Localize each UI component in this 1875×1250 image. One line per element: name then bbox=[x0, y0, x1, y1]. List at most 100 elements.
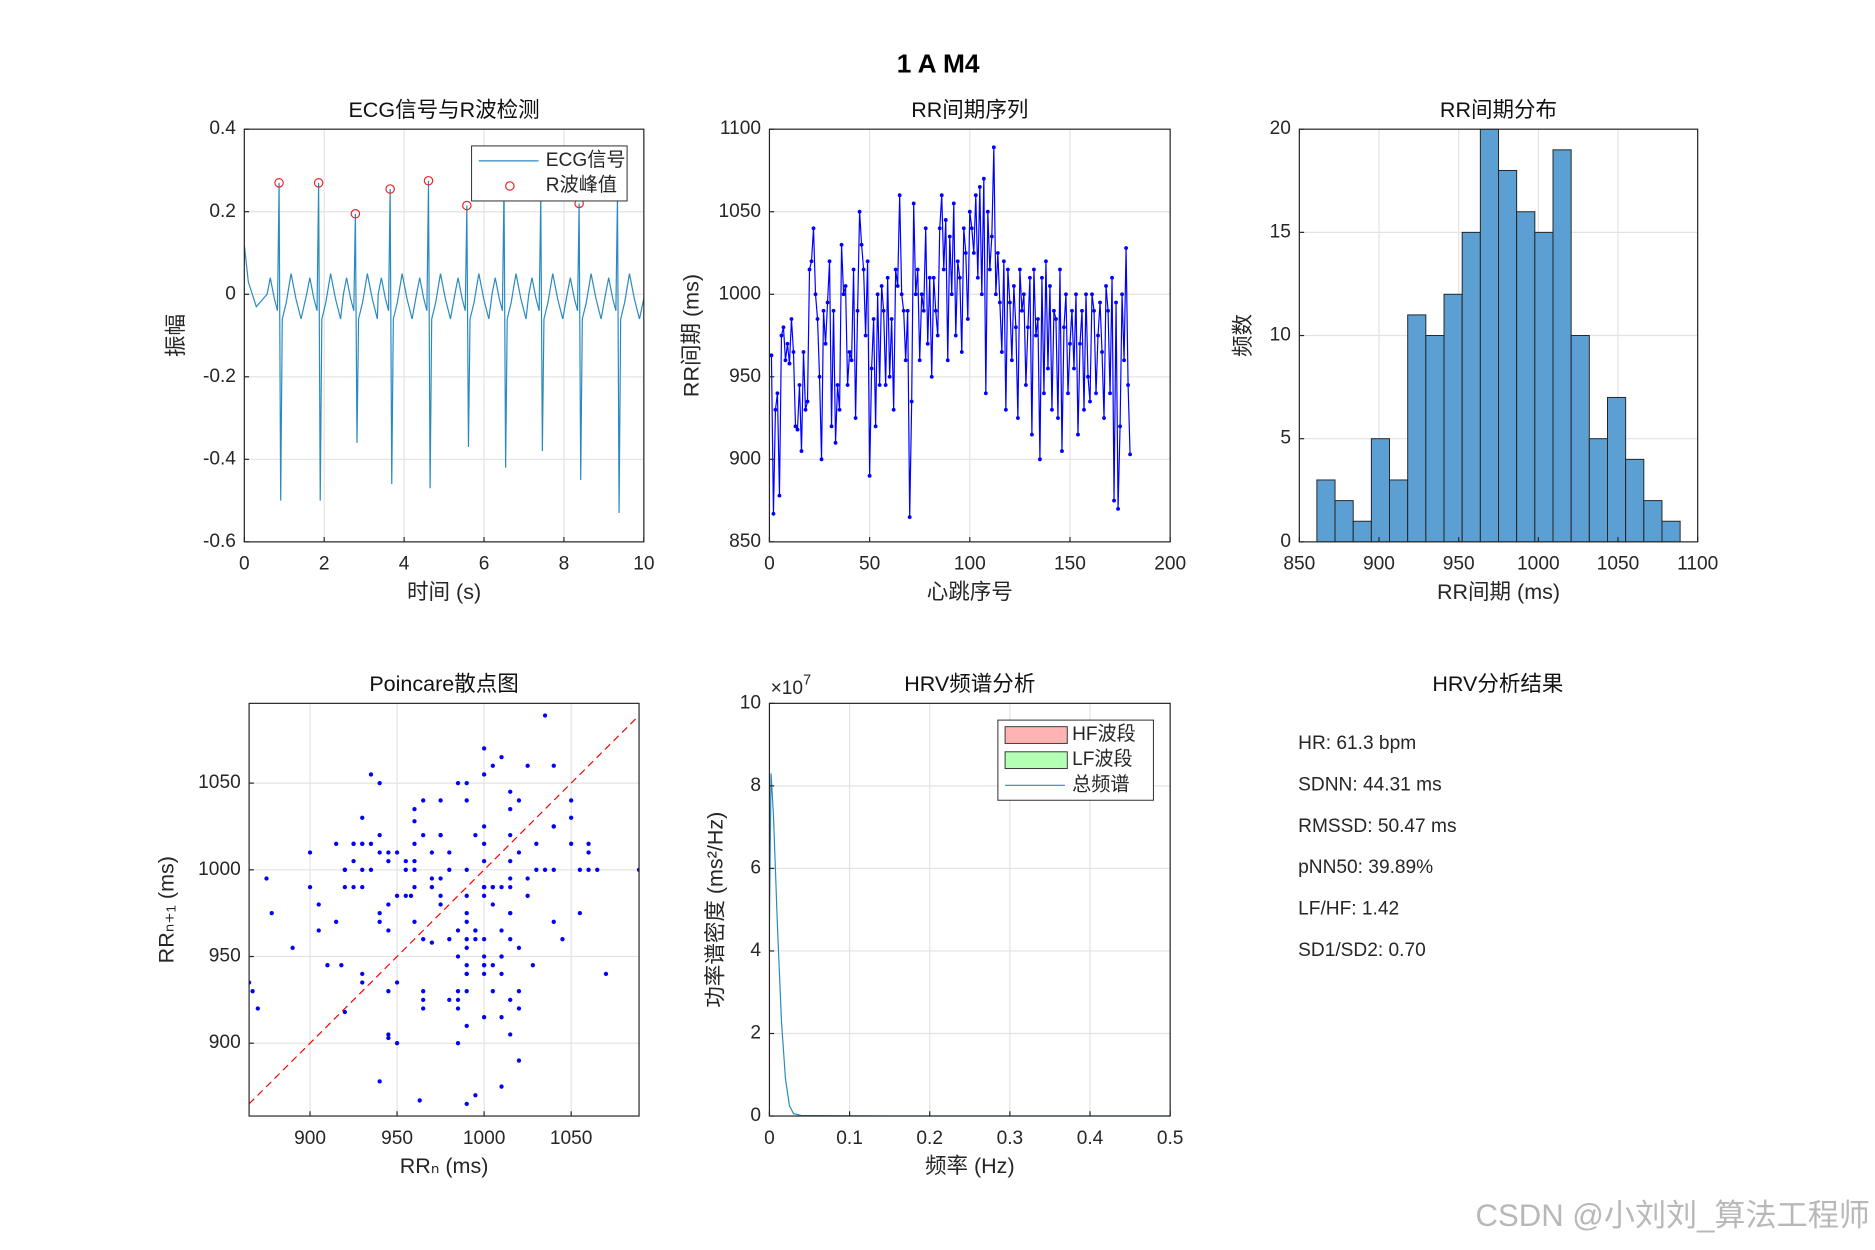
scatter-point bbox=[421, 832, 426, 838]
scatter-point bbox=[412, 819, 417, 824]
scatter-point bbox=[403, 867, 408, 872]
point-marker bbox=[919, 292, 924, 297]
y-tick-label: 0 bbox=[225, 283, 236, 304]
x-tick-label: 8 bbox=[559, 554, 570, 575]
point-marker bbox=[1001, 259, 1006, 264]
scatter-point bbox=[499, 971, 504, 976]
point-marker bbox=[921, 308, 926, 313]
hist-bar bbox=[1588, 438, 1608, 542]
y-tick-label: 6 bbox=[750, 857, 761, 878]
x-tick-label: 0.5 bbox=[1157, 1128, 1184, 1149]
scatter-point bbox=[377, 919, 382, 924]
scatter-point bbox=[464, 867, 469, 872]
point-marker bbox=[799, 449, 804, 453]
point-marker bbox=[893, 267, 898, 272]
scatter-point bbox=[490, 763, 495, 768]
scatter-point bbox=[377, 850, 382, 855]
point-marker bbox=[1110, 275, 1114, 280]
scatter-point bbox=[490, 989, 495, 994]
scatter-point bbox=[551, 824, 556, 829]
scatter-point bbox=[386, 1032, 391, 1037]
point-marker bbox=[1102, 416, 1106, 420]
multiplier-exponent: 7 bbox=[803, 672, 811, 688]
y-tick-label: 950 bbox=[209, 946, 241, 967]
x-tick-label: 900 bbox=[294, 1128, 326, 1149]
scatter-point bbox=[499, 884, 504, 890]
scatter-point bbox=[516, 1006, 522, 1011]
scatter-point bbox=[394, 980, 400, 985]
scatter-point bbox=[412, 884, 417, 890]
hist-bar bbox=[1607, 396, 1627, 542]
point-marker bbox=[1106, 308, 1110, 313]
y-axis-label: 频数 bbox=[1231, 314, 1255, 357]
y-tick-label: -0.6 bbox=[203, 531, 236, 552]
scatter-point bbox=[455, 1041, 461, 1046]
point-marker bbox=[797, 383, 802, 387]
point-marker bbox=[1116, 506, 1120, 511]
point-marker bbox=[1031, 267, 1036, 272]
scatter-point bbox=[569, 798, 574, 803]
plot-content bbox=[769, 145, 1132, 520]
point-marker bbox=[1009, 358, 1014, 363]
scatter-point bbox=[516, 798, 522, 803]
scatter-point bbox=[455, 954, 461, 959]
point-marker bbox=[969, 226, 974, 231]
scatter-point bbox=[421, 798, 426, 803]
point-marker bbox=[823, 341, 828, 346]
point-marker bbox=[777, 493, 782, 498]
x-tick-label: 0 bbox=[239, 554, 250, 575]
y-tick-label: 1000 bbox=[198, 859, 241, 880]
point-marker bbox=[953, 333, 958, 338]
y-tick-label: 850 bbox=[729, 531, 761, 552]
x-tick-label: 1050 bbox=[550, 1128, 593, 1149]
point-marker bbox=[1052, 308, 1056, 313]
point-marker bbox=[899, 292, 904, 297]
scatter-point bbox=[421, 1006, 426, 1011]
point-marker bbox=[1021, 292, 1026, 297]
point-marker bbox=[811, 226, 816, 231]
scatter-point bbox=[481, 824, 487, 829]
point-marker bbox=[1027, 275, 1032, 280]
scatter-point bbox=[417, 1098, 422, 1103]
scatter-point bbox=[412, 919, 417, 924]
point-marker bbox=[803, 407, 808, 412]
hist-bar bbox=[1643, 500, 1663, 542]
point-marker bbox=[1068, 341, 1072, 346]
point-marker bbox=[1112, 498, 1116, 503]
scatter-point bbox=[269, 911, 274, 916]
point-marker bbox=[885, 275, 890, 280]
point-marker bbox=[1126, 383, 1130, 387]
scatter-point bbox=[586, 841, 591, 846]
point-marker bbox=[1023, 383, 1028, 387]
legend-label: R波峰值 bbox=[546, 174, 617, 196]
scatter-point bbox=[542, 713, 548, 718]
scatter-point bbox=[447, 867, 452, 872]
point-marker bbox=[827, 259, 832, 264]
point-marker bbox=[843, 284, 848, 288]
point-marker bbox=[925, 341, 930, 346]
scatter-point bbox=[569, 815, 574, 820]
scatter-point bbox=[264, 876, 269, 881]
y-tick-label: 1000 bbox=[719, 283, 762, 304]
hist-bar bbox=[1661, 520, 1681, 542]
result-line: HR: 61.3 bpm bbox=[1298, 733, 1416, 754]
hist-bar bbox=[1334, 500, 1354, 542]
scatter-point bbox=[421, 989, 426, 994]
y-tick-label: 2 bbox=[750, 1023, 761, 1044]
hist-bar bbox=[1443, 293, 1463, 542]
scatter-point bbox=[481, 841, 487, 846]
scatter-point bbox=[499, 1015, 504, 1020]
scatter-point bbox=[490, 884, 495, 890]
point-marker bbox=[773, 407, 778, 412]
hist-bar bbox=[1425, 335, 1445, 542]
point-marker bbox=[909, 399, 914, 404]
scatter-point bbox=[516, 1058, 522, 1063]
point-marker bbox=[955, 259, 960, 264]
legend-label: 总频谱 bbox=[1072, 773, 1129, 795]
scatter-point bbox=[455, 928, 461, 933]
scatter-point bbox=[490, 963, 495, 968]
point-marker bbox=[1088, 399, 1092, 404]
scatter-point bbox=[386, 989, 391, 994]
x-tick-label: 850 bbox=[1283, 554, 1315, 575]
